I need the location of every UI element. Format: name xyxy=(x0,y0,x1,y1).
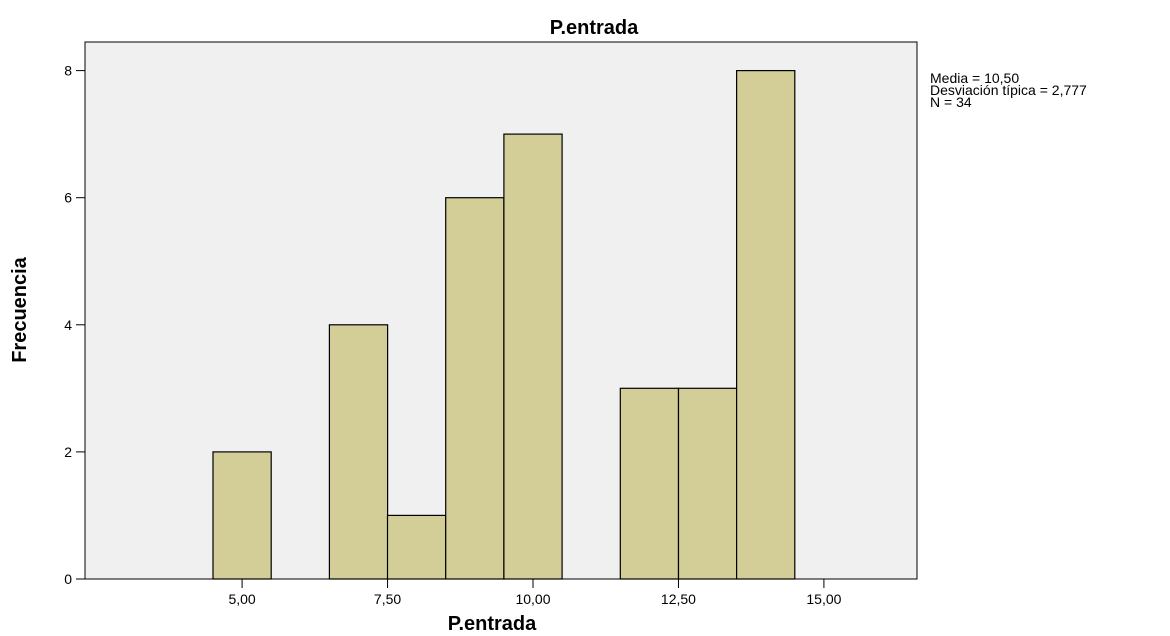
x-tick-label-3: 12,50 xyxy=(661,591,696,607)
x-axis: 5,00 7,50 10,00 12,50 15,00 xyxy=(228,579,842,607)
histogram-bar-2 xyxy=(386,514,447,580)
y-axis-label: Frecuencia xyxy=(9,256,31,362)
x-tick-label-4: 15,00 xyxy=(806,591,841,607)
x-tick-label-0: 5,00 xyxy=(228,591,255,607)
y-tick-label-1: 2 xyxy=(64,444,72,460)
stats-sd: Desviación típica = 2,777 xyxy=(930,82,1087,98)
histogram-bar-3 xyxy=(445,197,505,580)
histogram-bar-0 xyxy=(212,451,272,580)
histogram-bar-6 xyxy=(677,387,738,580)
y-tick-label-4: 8 xyxy=(64,63,72,79)
y-tick-label-3: 6 xyxy=(64,190,72,206)
histogram-bar-5 xyxy=(619,387,680,580)
stats-mean: Media = 10,50 xyxy=(930,70,1020,86)
y-tick-label-0: 0 xyxy=(64,571,72,587)
histogram-bar-4 xyxy=(503,133,563,580)
histogram-bar-1 xyxy=(328,324,389,580)
x-tick-label-1: 7,50 xyxy=(374,591,401,607)
x-axis-label: P.entrada xyxy=(448,613,537,635)
bars-group xyxy=(212,69,796,580)
stats-box: Media = 10,50 Desviación típica = 2,777 … xyxy=(930,70,1087,110)
x-tick-label-2: 10,00 xyxy=(515,591,550,607)
y-axis: 0 2 4 6 8 xyxy=(64,63,85,587)
stats-n: N = 34 xyxy=(930,94,972,110)
histogram-bar-7 xyxy=(735,69,796,580)
chart-title: P.entrada xyxy=(550,17,639,39)
y-tick-label-2: 4 xyxy=(64,317,72,333)
